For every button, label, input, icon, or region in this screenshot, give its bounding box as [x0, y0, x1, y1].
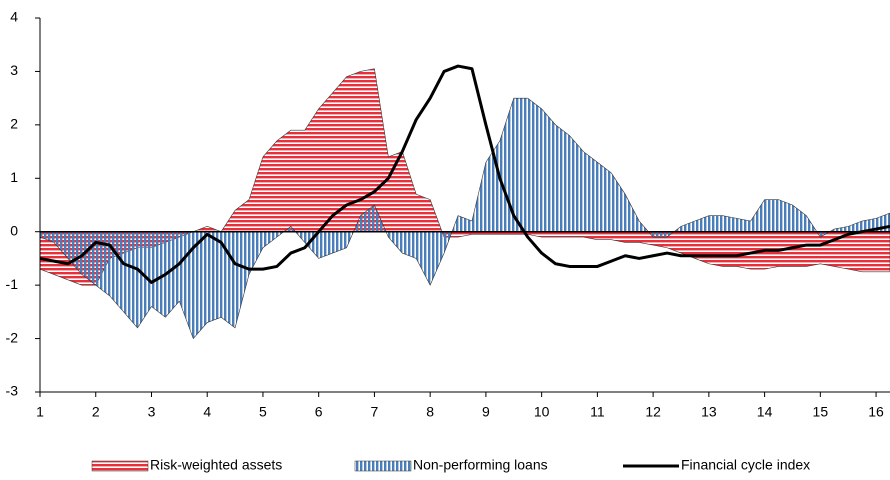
y-tick-label: 4 — [10, 9, 18, 25]
area — [39, 97, 890, 340]
x-tick-label: 4 — [203, 404, 211, 420]
x-tick-label: 5 — [259, 404, 267, 420]
x-tick-label: 1 — [36, 404, 44, 420]
y-tick-label: -3 — [6, 383, 19, 399]
legend-key — [354, 460, 412, 472]
y-tick-label: -2 — [6, 329, 19, 345]
y-tick-label: 3 — [10, 62, 18, 78]
legend-label: Financial cycle index — [681, 457, 810, 473]
x-tick-label: 11 — [590, 404, 605, 420]
x-tick-label: 6 — [315, 404, 323, 420]
y-tick-label: 2 — [10, 116, 18, 132]
x-tick-label: 12 — [645, 404, 661, 420]
x-tick-label: 14 — [757, 404, 773, 420]
x-tick-label: 13 — [701, 404, 717, 420]
line — [39, 64, 890, 284]
legend-label: Non-performing loans — [413, 457, 548, 473]
x-tick-label: 15 — [813, 404, 829, 420]
x-tick-label: 8 — [426, 404, 434, 420]
x-tick-label: 9 — [482, 404, 490, 420]
x-tick-label: 3 — [148, 404, 156, 420]
y-tick-label: 1 — [10, 169, 18, 185]
x-tick-label: 16 — [868, 404, 884, 420]
y-tick-label: -1 — [6, 276, 19, 292]
x-tick-label: 2 — [92, 404, 100, 420]
legend-label: Risk-weighted assets — [150, 457, 282, 473]
legend-key — [91, 460, 149, 472]
y-tick-label: 0 — [10, 222, 18, 238]
x-tick-label: 10 — [534, 404, 550, 420]
x-tick-label: 7 — [371, 404, 379, 420]
